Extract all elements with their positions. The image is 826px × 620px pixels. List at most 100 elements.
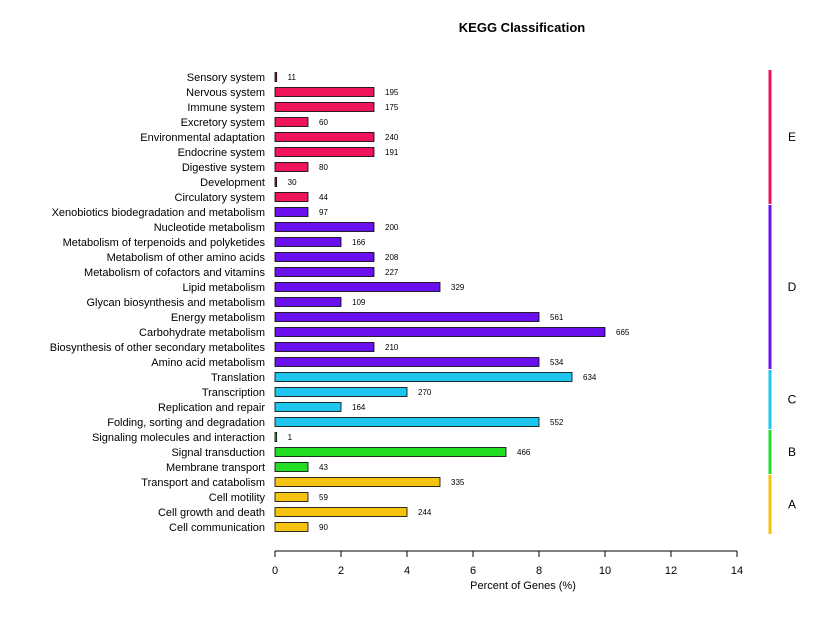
- value-label: 208: [385, 253, 399, 262]
- category-label: Nucleotide metabolism: [154, 222, 265, 234]
- x-tick-label: 12: [665, 565, 677, 577]
- category-label: Metabolism of other amino acids: [107, 252, 266, 264]
- category-label: Development: [200, 177, 265, 189]
- category-label: Folding, sorting and degradation: [107, 417, 265, 429]
- bar: [274, 357, 540, 367]
- group-label: C: [788, 393, 797, 407]
- value-label: 166: [352, 238, 366, 247]
- value-label: 175: [385, 103, 399, 112]
- bar: [274, 192, 309, 202]
- bar: [274, 372, 573, 382]
- bar: [274, 237, 342, 247]
- category-label: Carbohydrate metabolism: [139, 327, 265, 339]
- bar: [274, 417, 540, 427]
- category-label: Nervous system: [186, 87, 265, 99]
- bar: [274, 147, 375, 157]
- category-label: Digestive system: [182, 162, 265, 174]
- category-label: Circulatory system: [175, 192, 265, 204]
- group-brackets: E D C B A: [768, 70, 797, 534]
- category-label: Transport and catabolism: [141, 477, 265, 489]
- bar: [274, 432, 278, 442]
- bars-layer: Sensory system 11 Nervous system 195 Immune …: [50, 72, 630, 534]
- category-label: Signaling molecules and interaction: [92, 432, 265, 444]
- value-label: 200: [385, 223, 399, 232]
- x-tick-label: 2: [338, 565, 344, 577]
- bar: [274, 447, 507, 457]
- category-label: Energy metabolism: [171, 312, 265, 324]
- value-label: 80: [319, 163, 328, 172]
- value-label: 109: [352, 298, 366, 307]
- category-label: Translation: [211, 372, 265, 384]
- category-label: Biosynthesis of other secondary metaboli…: [50, 342, 266, 354]
- value-label: 191: [385, 148, 399, 157]
- value-label: 244: [418, 508, 432, 517]
- category-label: Cell motility: [209, 492, 266, 504]
- bar: [274, 87, 375, 97]
- x-tick-label: 0: [272, 565, 278, 577]
- bar: [274, 102, 375, 112]
- bar: [274, 477, 441, 487]
- category-label: Endocrine system: [178, 147, 265, 159]
- category-label: Metabolism of cofactors and vitamins: [84, 267, 265, 279]
- x-tick-label: 8: [536, 565, 542, 577]
- category-label: Glycan biosynthesis and metabolism: [86, 297, 265, 309]
- category-label: Xenobiotics biodegradation and metabolis…: [52, 207, 265, 219]
- bar: [274, 177, 278, 187]
- value-label: 329: [451, 283, 465, 292]
- bar: [274, 222, 375, 232]
- value-label: 90: [319, 523, 328, 532]
- bar: [274, 207, 309, 217]
- value-label: 30: [288, 178, 297, 187]
- value-label: 634: [583, 373, 597, 382]
- x-tick-label: 10: [599, 565, 611, 577]
- bar: [274, 492, 309, 502]
- category-label: Environmental adaptation: [140, 132, 265, 144]
- category-label: Immune system: [187, 102, 265, 114]
- bar: [274, 507, 408, 517]
- value-label: 11: [288, 73, 297, 82]
- bar: [274, 387, 408, 397]
- bar: [274, 72, 278, 82]
- bar: [274, 117, 309, 127]
- group-label: E: [788, 130, 796, 144]
- bar: [274, 312, 540, 322]
- value-label: 466: [517, 448, 531, 457]
- x-axis-title: Percent of Genes (%): [470, 580, 576, 592]
- group-label: D: [788, 280, 797, 294]
- bar: [274, 162, 309, 172]
- value-label: 270: [418, 388, 432, 397]
- group-label: B: [788, 445, 796, 459]
- value-label: 227: [385, 268, 399, 277]
- category-label: Excretory system: [181, 117, 265, 129]
- value-label: 97: [319, 208, 328, 217]
- category-label: Cell growth and death: [158, 507, 265, 519]
- value-label: 60: [319, 118, 328, 127]
- bar: [274, 327, 606, 337]
- bar: [274, 462, 309, 472]
- value-label: 335: [451, 478, 465, 487]
- value-label: 59: [319, 493, 328, 502]
- value-label: 164: [352, 403, 366, 412]
- x-tick-label: 4: [404, 565, 410, 577]
- bar: [274, 297, 342, 307]
- bar: [274, 342, 375, 352]
- x-tick-label: 6: [470, 565, 476, 577]
- bar: [274, 132, 375, 142]
- bar: [274, 267, 375, 277]
- value-label: 210: [385, 343, 399, 352]
- bar: [274, 402, 342, 412]
- category-label: Membrane transport: [166, 462, 265, 474]
- category-label: Metabolism of terpenoids and polyketides: [63, 237, 266, 249]
- category-label: Replication and repair: [158, 402, 265, 414]
- value-label: 44: [319, 193, 328, 202]
- category-label: Transcription: [202, 387, 265, 399]
- value-label: 240: [385, 133, 399, 142]
- value-label: 43: [319, 463, 328, 472]
- value-label: 534: [550, 358, 564, 367]
- category-label: Cell communication: [169, 522, 265, 534]
- value-label: 552: [550, 418, 564, 427]
- x-axis: 0 2 4 6 8 10 12 14: [272, 550, 743, 577]
- value-label: 561: [550, 313, 564, 322]
- value-label: 195: [385, 88, 399, 97]
